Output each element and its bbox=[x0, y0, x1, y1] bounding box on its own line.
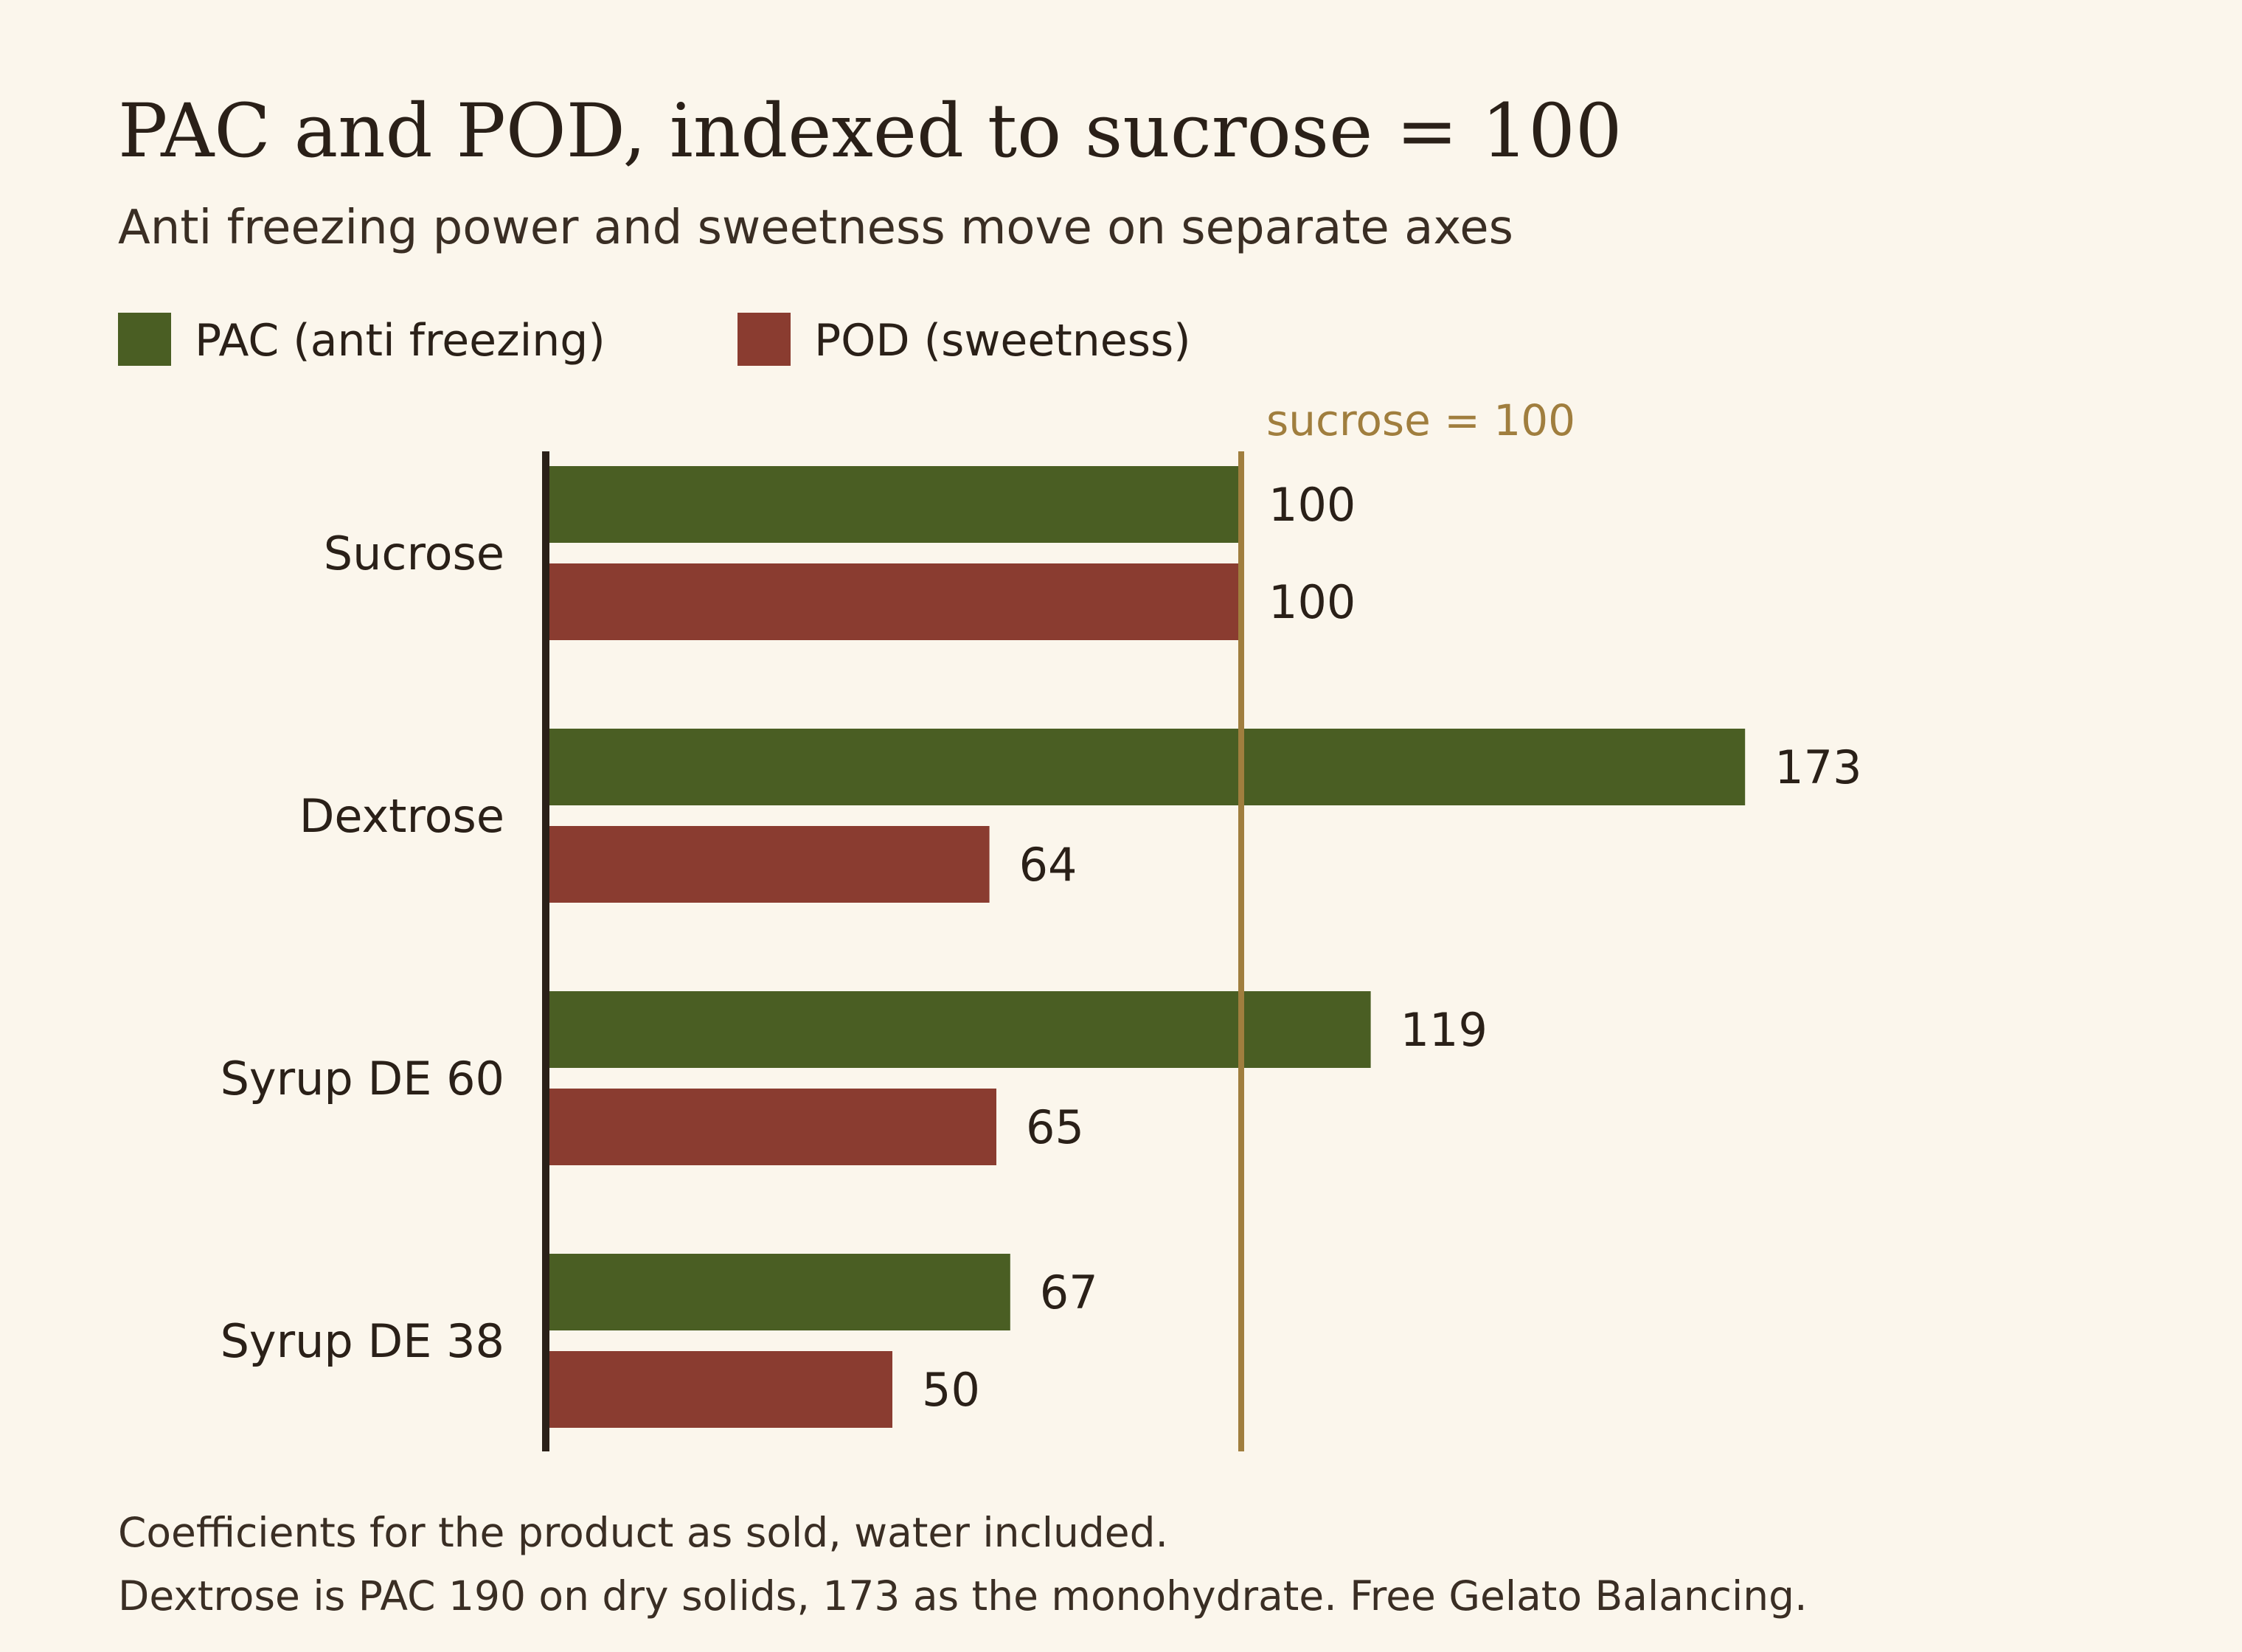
bar-syrup-de-38-pac bbox=[546, 1254, 1010, 1330]
legend-label-pod-sweetness: POD (sweetness) bbox=[814, 315, 1191, 367]
bar-sucrose-pod bbox=[546, 563, 1239, 640]
category-label-syrup-de-38: Syrup DE 38 bbox=[221, 1314, 504, 1368]
category-label-syrup-de-60: Syrup DE 60 bbox=[221, 1052, 504, 1106]
value-label-dextrose-pac: 173 bbox=[1774, 740, 1861, 794]
bar-dextrose-pac bbox=[546, 729, 1746, 805]
bar-dextrose-pod bbox=[546, 826, 990, 903]
legend-swatch-pod-sweetness bbox=[738, 313, 791, 366]
value-label-sucrose-pac: 100 bbox=[1268, 478, 1356, 532]
category-label-sucrose: Sucrose bbox=[324, 527, 504, 580]
category-label-dextrose: Dextrose bbox=[299, 789, 504, 843]
bar-syrup-de-60-pod bbox=[546, 1089, 996, 1165]
plot-area: Sucrose 100 100 Dextrose 173 64 Syrup DE 60 119… bbox=[221, 395, 1862, 1451]
bar-syrup-de-60-pac bbox=[546, 991, 1371, 1068]
value-label-syrup-de-60-pac: 119 bbox=[1401, 1003, 1488, 1057]
legend-swatch-pac-anti-freezing bbox=[118, 313, 171, 366]
chart-title: PAC and POD, indexed to sucrose = 100 bbox=[118, 88, 1622, 174]
legend: PAC (anti freezing) POD (sweetness) bbox=[118, 313, 1191, 367]
bar-syrup-de-38-pod bbox=[546, 1351, 892, 1428]
reference-label: sucrose = 100 bbox=[1266, 395, 1575, 445]
footnote-2: Dextrose is PAC 190 on dry solids, 173 a… bbox=[118, 1572, 1808, 1620]
bar-sucrose-pac bbox=[546, 466, 1239, 543]
value-label-syrup-de-38-pod: 50 bbox=[922, 1363, 980, 1417]
value-label-sucrose-pod: 100 bbox=[1268, 575, 1356, 629]
footnote-1: Coefficients for the product as sold, wa… bbox=[118, 1509, 1168, 1556]
value-label-syrup-de-38-pac: 67 bbox=[1040, 1266, 1098, 1319]
value-label-dextrose-pod: 64 bbox=[1019, 838, 1077, 892]
legend-label-pac-anti-freezing: PAC (anti freezing) bbox=[195, 315, 605, 367]
value-label-syrup-de-60-pod: 65 bbox=[1026, 1100, 1084, 1154]
chart-subtitle: Anti freezing power and sweetness move o… bbox=[118, 201, 1513, 255]
